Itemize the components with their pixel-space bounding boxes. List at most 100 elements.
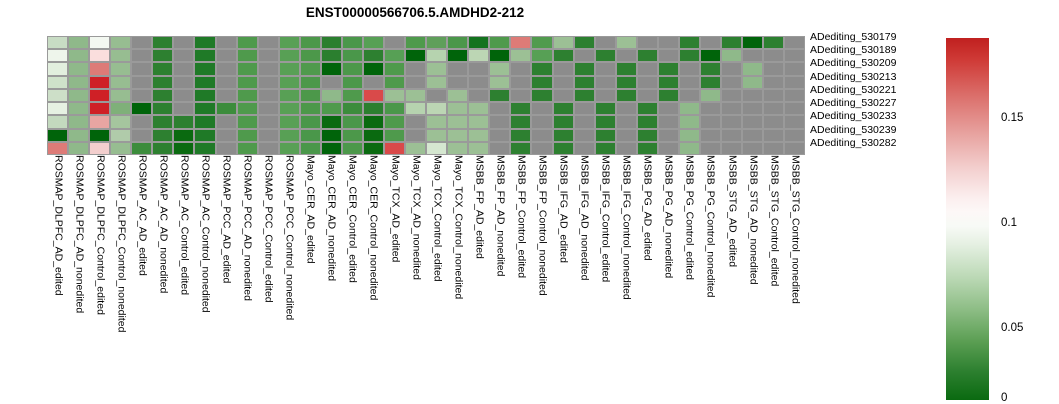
column-label: ROSMAP_PCC_Control_edited — [262, 155, 275, 303]
heatmap-cell — [47, 62, 69, 76]
heatmap-cell — [657, 128, 679, 142]
heatmap-cell — [510, 102, 532, 116]
heatmap-cell — [341, 88, 363, 103]
heatmap-cell — [678, 36, 700, 50]
heatmap-row — [47, 115, 806, 129]
heatmap-cell — [362, 128, 384, 142]
heatmap-cell — [784, 62, 806, 76]
heatmap-cell — [636, 102, 658, 116]
heatmap-cell — [320, 141, 342, 155]
heatmap-cell — [447, 62, 469, 76]
heatmap-cell — [299, 128, 321, 142]
heatmap-cell — [489, 49, 511, 63]
heatmap-cell — [194, 88, 216, 103]
column-label: MSBB_STG_AD_edited — [725, 155, 738, 268]
heatmap-cell — [657, 88, 679, 103]
heatmap-cell — [742, 102, 764, 116]
heatmap-cell — [152, 88, 174, 103]
heatmap-cell — [278, 128, 300, 142]
heatmap-cell — [110, 128, 132, 142]
heatmap-cell — [742, 128, 764, 142]
heatmap-cell — [384, 88, 406, 103]
heatmap-cell — [131, 88, 153, 103]
heatmap-cell — [68, 102, 90, 116]
heatmap-cell — [573, 128, 595, 142]
heatmap-cell — [594, 115, 616, 129]
heatmap-cell — [257, 62, 279, 76]
heatmap-cell — [763, 115, 785, 129]
heatmap-cell — [131, 115, 153, 129]
column-label-slot: MSBB_PG_AD_nonedited — [658, 155, 679, 400]
colorbar-tick-label: 0 — [1001, 392, 1008, 404]
heatmap-cell — [110, 102, 132, 116]
heatmap-cell — [636, 36, 658, 50]
heatmap-cell — [320, 75, 342, 89]
heatmap-cell — [362, 36, 384, 50]
heatmap-cell — [341, 75, 363, 89]
heatmap-cell — [468, 36, 490, 50]
heatmap-cell — [784, 115, 806, 129]
heatmap-cell — [47, 128, 69, 142]
column-label: Mayo_CER_Control_edited — [346, 155, 359, 283]
heatmap-cell — [531, 102, 553, 116]
heatmap-cell — [784, 128, 806, 142]
heatmap-cell — [362, 115, 384, 129]
heatmap-cell — [405, 141, 427, 155]
heatmap-cell — [320, 115, 342, 129]
heatmap-cell — [742, 75, 764, 89]
heatmap-cell — [784, 75, 806, 89]
heatmap-cell — [89, 141, 111, 155]
heatmap-cell — [47, 49, 69, 63]
heatmap-cell — [47, 88, 69, 103]
column-label: MSBB_STG_Control_nonedited — [788, 155, 801, 304]
heatmap-cell — [426, 75, 448, 89]
heatmap-cell — [68, 88, 90, 103]
heatmap-cell — [384, 49, 406, 63]
heatmap-cell — [721, 88, 743, 103]
column-label-slot: MSBB_FP_Control_nonedited — [531, 155, 552, 400]
heatmap-column-labels: ROSMAP_DLPFC_AD_edited ROSMAP_DLPFC_AD_no… — [47, 155, 805, 400]
column-label: MSBB_STG_AD_nonedited — [746, 155, 759, 285]
heatmap-cell — [257, 115, 279, 129]
heatmap-cell — [573, 62, 595, 76]
column-label-slot: MSBB_FP_Control_edited — [510, 155, 531, 400]
heatmap-cell — [594, 62, 616, 76]
heatmap-cell — [405, 88, 427, 103]
heatmap-cell — [194, 102, 216, 116]
heatmap-cell — [447, 88, 469, 103]
heatmap-cell — [531, 128, 553, 142]
column-label: Mayo_TCX_AD_nonedited — [409, 155, 422, 280]
heatmap-cell — [152, 128, 174, 142]
column-label: MSBB_IFG_AD_nonedited — [578, 155, 591, 281]
heatmap-cell — [615, 128, 637, 142]
heatmap-cell — [89, 115, 111, 129]
heatmap-cell — [447, 36, 469, 50]
heatmap-cell — [299, 75, 321, 89]
heatmap-cell — [573, 36, 595, 50]
heatmap-cell — [657, 49, 679, 63]
row-label: ADediting_530233 — [810, 110, 897, 123]
heatmap-cell — [47, 36, 69, 50]
heatmap-cell — [341, 49, 363, 63]
heatmap-cell — [320, 88, 342, 103]
column-label-slot: ROSMAP_PCC_AD_edited — [216, 155, 237, 400]
heatmap-cell — [510, 115, 532, 129]
heatmap-cell — [110, 115, 132, 129]
heatmap-cell — [384, 75, 406, 89]
heatmap-cell — [194, 128, 216, 142]
heatmap-cell — [742, 49, 764, 63]
column-label-slot: MSBB_IFG_AD_edited — [553, 155, 574, 400]
heatmap-cell — [110, 88, 132, 103]
heatmap-cell — [489, 128, 511, 142]
heatmap-cell — [721, 102, 743, 116]
heatmap-cell — [468, 62, 490, 76]
heatmap-cell — [552, 102, 574, 116]
heatmap-row — [47, 62, 806, 76]
heatmap-cell — [721, 115, 743, 129]
row-label: ADediting_530227 — [810, 97, 897, 110]
heatmap-cell — [236, 102, 258, 116]
heatmap-cell — [468, 88, 490, 103]
heatmap-cell — [215, 49, 237, 63]
heatmap-cell — [299, 141, 321, 155]
heatmap-cell — [341, 102, 363, 116]
